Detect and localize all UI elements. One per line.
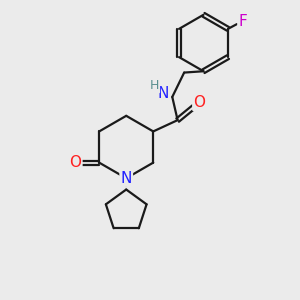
Text: N: N [121,171,132,186]
Text: O: O [69,155,81,170]
Text: O: O [193,95,205,110]
Text: N: N [158,86,169,101]
Text: F: F [238,14,247,29]
Text: H: H [150,79,159,92]
